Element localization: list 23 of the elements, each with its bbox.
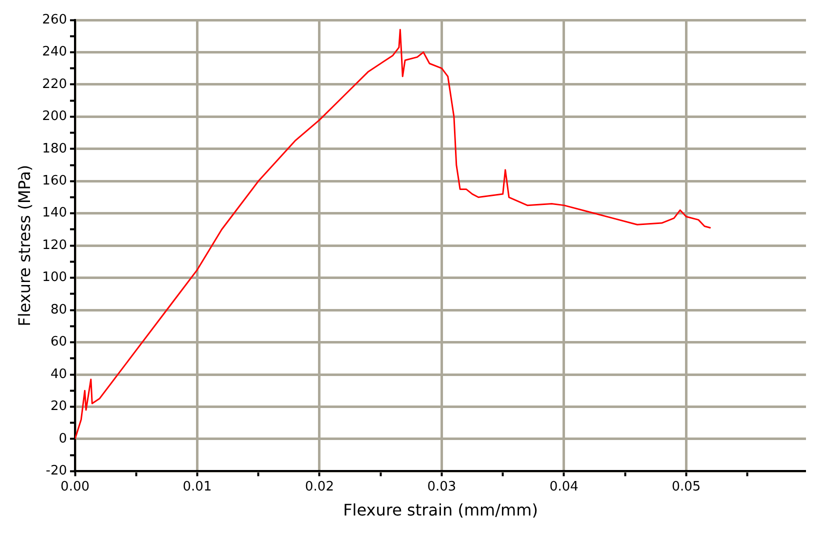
y-tick-label: 40 [50, 366, 68, 382]
x-axis-title: Flexure strain (mm/mm) [343, 500, 538, 520]
y-tick-label: 100 [42, 270, 68, 286]
x-tick-label: 0.04 [549, 479, 578, 494]
x-tick-label: 0.02 [305, 479, 334, 494]
y-tick-label: 60 [50, 334, 68, 350]
y-tick-label: 120 [42, 238, 68, 253]
y-tick-label: -20 [46, 464, 68, 479]
y-axis-title: Flexure stress (MPa) [14, 164, 34, 326]
y-tick-label: 240 [42, 44, 68, 60]
x-tick-label: 0.00 [60, 479, 90, 494]
y-tick-label: 160 [42, 174, 68, 189]
x-tick-label: 0.01 [182, 479, 212, 494]
y-tick-label: 180 [42, 141, 68, 156]
x-tick-label: 0.05 [672, 479, 701, 494]
y-tick-label: 220 [42, 76, 68, 92]
y-tick-label: 0 [58, 431, 68, 446]
y-tick-label: 20 [50, 399, 68, 414]
y-tick-label: 80 [50, 302, 68, 318]
y-tick-label: 260 [42, 12, 68, 28]
y-tick-label: 200 [42, 109, 68, 124]
y-tick-label: 140 [42, 206, 68, 221]
x-tick-label: 0.03 [427, 479, 456, 494]
